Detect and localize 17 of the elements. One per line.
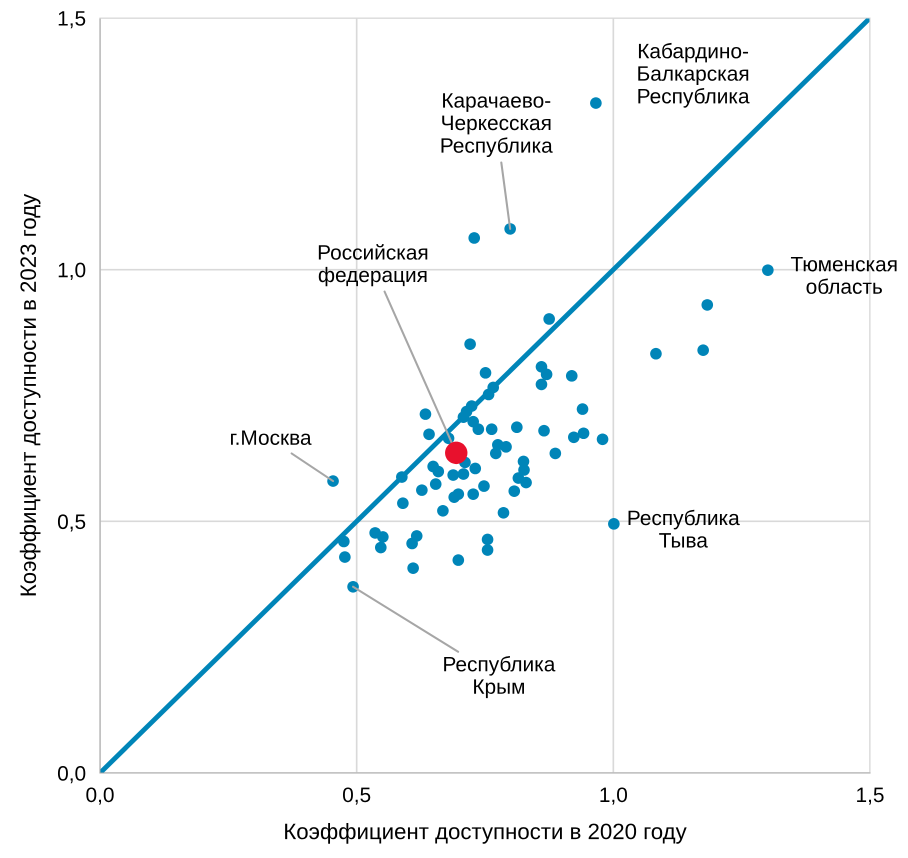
annotation: Карачаево- Черкесская Республика	[442, 93, 553, 157]
annotation: Кабардино- Балкарская Республика	[638, 42, 750, 108]
annotation: Республика Крым	[444, 656, 556, 698]
x-axis-title: Коэффициент доступности в 2020 году	[285, 822, 687, 844]
annotation: г.Москва	[231, 430, 312, 445]
y-axis-title: Коэффициент доступности в 2023 году	[20, 194, 40, 596]
x-tick-label: 1,0	[600, 787, 627, 805]
y-tick-label: 1,0	[58, 262, 86, 280]
x-tick-label: 0,0	[86, 787, 114, 805]
annotation: Российская федерация	[318, 244, 428, 286]
y-tick-label: 0,5	[58, 514, 86, 532]
annotation: Республика Тыва	[628, 510, 740, 548]
y-tick-label: 1,5	[58, 11, 86, 28]
annotation: Тюменская область	[790, 256, 897, 294]
x-tick-label: 1,5	[857, 788, 884, 805]
y-tick-label: 0,0	[58, 766, 86, 784]
x-tick-label: 0,5	[343, 787, 370, 805]
